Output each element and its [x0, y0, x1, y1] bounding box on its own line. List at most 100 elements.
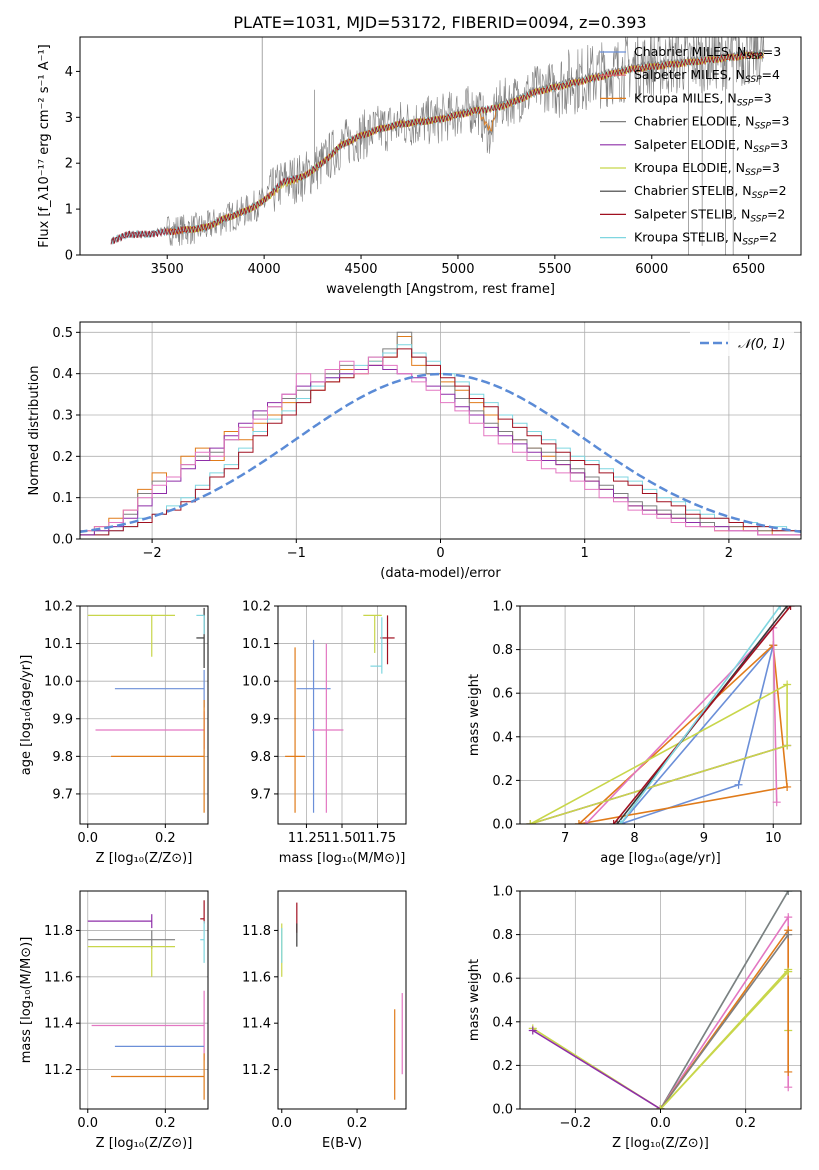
legend-count: =4	[762, 67, 780, 82]
y-tick-label: 10.2	[44, 600, 73, 615]
plot-area	[87, 900, 205, 1100]
axes-frame	[519, 605, 802, 825]
weight-line-kroupa_elodie	[530, 683, 788, 824]
x-tick-label: 11.75	[359, 831, 396, 846]
x-tick-label: 5000	[441, 262, 474, 277]
y-tick-label: 3	[65, 111, 73, 126]
legend-entry: Salpeter ELODIE, NSSP=3	[634, 137, 788, 155]
y-tick-label: 0.5	[52, 326, 73, 341]
y-axis-label: mass [log₁₀(M/M⊙)]	[19, 937, 34, 1064]
x-axis-label: (data-model)/error	[380, 566, 501, 581]
y-tick-label: 11.6	[44, 970, 73, 985]
legend-entry: Salpeter MILES, NSSP=4	[634, 67, 780, 85]
x-tick-label: 2	[725, 546, 733, 561]
x-axis-label: Z [log₁₀(Z/Z⊙)]	[96, 1136, 193, 1151]
weight-marker	[783, 680, 792, 689]
x-tick-label: 0.0	[77, 831, 98, 846]
y-tick-label: 0.8	[492, 928, 513, 943]
x-tick-label: 0.2	[347, 1116, 368, 1131]
weight-line-pink	[659, 914, 789, 1109]
plot-area	[110, 37, 765, 255]
y-axis-label: mass weight	[467, 959, 482, 1041]
x-tick-label: 8	[630, 831, 638, 846]
weight-marker	[784, 1067, 793, 1076]
legend-entry: Chabrier MILES, NSSP=3	[634, 44, 781, 62]
weight-marker	[784, 930, 793, 939]
y-tick-label: 11.4	[44, 1017, 73, 1032]
y-tick-label: 0.4	[492, 1015, 513, 1030]
legend-subscript: SSP	[754, 122, 771, 132]
legend-label: Chabrier STELIB, N	[634, 183, 752, 198]
weight-marker	[613, 820, 622, 824]
axes-frame	[519, 890, 802, 1110]
legend-count: =3	[763, 44, 781, 59]
weight-line-chabrier_miles	[619, 644, 774, 824]
weight-line-salpeter_stelib	[613, 606, 792, 824]
x-tick-label: 0.2	[155, 1116, 176, 1131]
axes-frame	[277, 605, 407, 825]
y-tick-label: 0.2	[492, 1059, 513, 1074]
legend-count: =2	[768, 183, 786, 198]
legend-count: =2	[767, 206, 785, 221]
x-tick-label: 6500	[732, 262, 765, 277]
y-tick-label: 4	[65, 65, 73, 80]
x-tick-label: 5500	[538, 262, 571, 277]
x-tick-label: 4000	[248, 262, 281, 277]
legend-label: Salpeter STELIB, N	[634, 206, 750, 221]
y-tick-label: 10.0	[44, 675, 73, 690]
weight-marker	[609, 820, 618, 824]
weight-line-kroupa_stelib	[619, 606, 781, 824]
legend-entry: Chabrier ELODIE, NSSP=3	[634, 114, 789, 132]
y-tick-label: 11.2	[44, 1063, 73, 1078]
weight-marker	[784, 913, 793, 922]
legend-subscript: SSP	[745, 168, 762, 178]
y-tick-label: 10.2	[242, 600, 271, 615]
x-tick-label: 9	[700, 831, 708, 846]
y-tick-label: 9.9	[52, 712, 73, 727]
x-axis-label: Z [log₁₀(Z/Z⊙)]	[96, 851, 193, 866]
legend-subscript: SSP	[750, 214, 767, 224]
y-tick-label: 0.3	[52, 409, 73, 424]
weight-line-kroupa_miles	[578, 643, 788, 824]
panel-spectrum: 3500 4000 4500 5000 5500 6000 6500 0 1 2 3 4 wavelen…	[37, 36, 802, 297]
y-tick-label: 0.0	[492, 1103, 513, 1118]
x-tick-label: −1	[287, 546, 306, 561]
y-axis-label: mass weight	[467, 674, 482, 756]
y-tick-label: 0.2	[492, 774, 513, 789]
y-tick-label: 11.8	[242, 924, 271, 939]
weight-marker	[784, 967, 793, 976]
panel-age-vs-Z: 0.0 0.2 9.7 9.8 9.9 10.0 10.1 10.2 Z [log₁₀(Z/Z⊙…	[19, 600, 209, 866]
weight-marker	[786, 606, 795, 610]
legend-entry: Kroupa MILES, NSSP=3	[634, 90, 772, 108]
y-tick-label: 0.6	[492, 972, 513, 987]
axes-frame	[79, 321, 802, 540]
weight-marker	[656, 1105, 665, 1109]
legend-subscript: SSP	[745, 75, 762, 85]
y-tick-label: 11.2	[242, 1063, 271, 1078]
legend-entry: Salpeter STELIB, NSSP=2	[634, 206, 785, 224]
legend-label: Salpeter ELODIE, N	[634, 137, 753, 152]
y-tick-label: 1.0	[492, 885, 513, 900]
axes-frame	[79, 36, 802, 256]
x-axis-label: wavelength [Angstrom, rest frame]	[326, 282, 555, 297]
plot-area	[87, 607, 205, 813]
legend-count: =3	[770, 137, 788, 152]
weight-marker	[784, 891, 793, 895]
y-tick-label: 11.8	[44, 924, 73, 939]
axes-frame	[79, 605, 209, 825]
model-spectrum-salpeter_stelib	[110, 50, 764, 245]
weight-marker	[776, 606, 785, 610]
legend-count: =3	[762, 160, 780, 175]
legend-label: 𝒩(0, 1)	[738, 337, 785, 352]
y-tick-label: 10.0	[242, 675, 271, 690]
y-tick-label: 2	[65, 157, 73, 172]
plot-area	[528, 891, 793, 1109]
y-tick-label: 1.0	[492, 600, 513, 615]
plot-area	[285, 614, 395, 813]
y-tick-label: 0.8	[492, 643, 513, 658]
y-tick-label: 1	[65, 203, 73, 218]
y-tick-label: 9.9	[250, 712, 271, 727]
legend-count: =3	[753, 90, 771, 105]
weight-marker	[783, 741, 792, 750]
